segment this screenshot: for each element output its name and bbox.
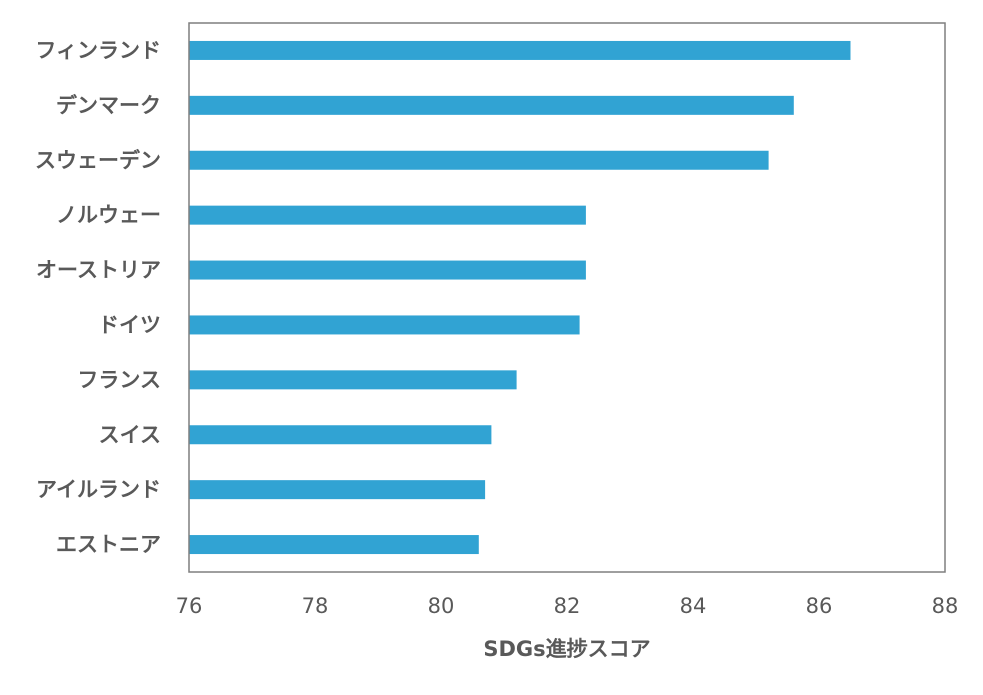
x-tick-label: 82 xyxy=(554,594,581,618)
bar xyxy=(189,260,586,280)
x-tick-label: 84 xyxy=(680,594,707,618)
category-label: オーストリア xyxy=(36,258,161,282)
x-axis-title: SDGs進捗スコア xyxy=(483,637,650,661)
x-tick-label: 86 xyxy=(806,594,833,618)
category-labels: フィンランドデンマークスウェーデンノルウェーオーストリアドイツフランススイスアイ… xyxy=(35,38,161,556)
bar xyxy=(189,425,492,445)
bar xyxy=(189,480,486,500)
bar xyxy=(189,95,794,115)
category-label: デンマーク xyxy=(56,93,161,117)
category-label: フランス xyxy=(77,368,161,392)
bars-group xyxy=(189,40,851,555)
bar xyxy=(189,40,851,60)
category-label: ドイツ xyxy=(98,313,161,337)
category-label: ノルウェー xyxy=(56,203,161,227)
bar xyxy=(189,370,517,390)
plot-frame xyxy=(188,22,946,573)
category-label: スイス xyxy=(99,423,161,447)
bar xyxy=(189,205,586,225)
bar xyxy=(189,535,479,555)
x-tick-label: 76 xyxy=(176,594,203,618)
category-label: アイルランド xyxy=(36,478,161,502)
x-axis-tick-labels: 76 78 80 82 84 86 88 xyxy=(176,594,959,618)
x-tick-label: 80 xyxy=(428,594,455,618)
category-label: フィンランド xyxy=(35,38,161,62)
category-label: エストニア xyxy=(56,533,161,557)
x-tick-label: 78 xyxy=(302,594,329,618)
x-tick-label: 88 xyxy=(932,594,959,618)
category-label: スウェーデン xyxy=(35,148,161,172)
bar xyxy=(189,150,769,170)
bar xyxy=(189,315,580,335)
